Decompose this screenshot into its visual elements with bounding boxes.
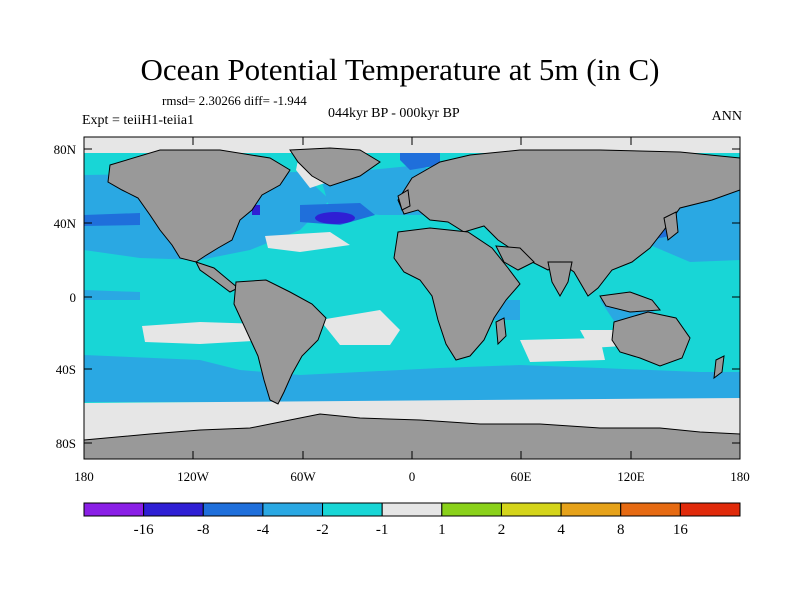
colorbar-label: 4	[557, 522, 565, 538]
period-text: 044kyr BP - 000kyr BP	[328, 106, 460, 121]
y-tick-label: 40S	[56, 362, 76, 377]
antarctica	[84, 413, 740, 459]
map-panel	[84, 137, 740, 459]
colorbar-label: -4	[257, 522, 270, 538]
africa	[393, 227, 521, 361]
y-tick-label: 80S	[56, 436, 76, 451]
x-tick-labels: 180 120W 60W 0 60E 120E 180	[74, 469, 750, 484]
y-tick-label: 80N	[54, 142, 77, 157]
arabia	[495, 245, 535, 271]
y-tick-label: 40N	[54, 216, 77, 231]
colorbar-swatch	[143, 502, 204, 517]
colorbar-swatch	[560, 502, 622, 517]
colorbar-label: 2	[498, 522, 506, 538]
australia	[611, 311, 691, 367]
experiment-text: Expt = teiiH1-teiia1	[82, 113, 195, 128]
colorbar-labels: -16 -8 -4 -2 -1 1 2 4 8 16	[134, 522, 689, 538]
x-tick-label: 60W	[290, 469, 316, 484]
eurasia	[397, 149, 740, 297]
colorbar-swatch	[500, 502, 562, 517]
se-asia-islands	[599, 291, 661, 313]
y-tick-labels: 80N 40N 0 40S 80S	[54, 142, 77, 451]
north-america	[107, 149, 291, 263]
x-tick-label: 120W	[177, 469, 210, 484]
colorbar-label: -16	[134, 522, 154, 538]
stats-text: rmsd= 2.30266 diff= -1.944	[162, 93, 307, 108]
central-america	[195, 261, 239, 293]
colorbar-label: 1	[438, 522, 446, 538]
new-zealand	[713, 355, 725, 380]
figure-title: Ocean Potential Temperature at 5m (in C)	[140, 52, 660, 87]
british-isles	[397, 189, 411, 211]
japan	[663, 211, 679, 241]
greenland	[289, 147, 381, 187]
colorbar-swatch	[441, 502, 502, 517]
colorbar-swatch	[381, 502, 443, 517]
colorbar-swatch	[322, 502, 383, 517]
colorbar-label: 16	[673, 522, 689, 538]
y-axis	[84, 148, 740, 444]
x-tick-label: 180	[74, 469, 94, 484]
colorbar-label: -2	[316, 522, 329, 538]
colorbar-swatch	[202, 502, 264, 517]
x-axis	[83, 137, 741, 459]
colorbar-label: -1	[376, 522, 389, 538]
india	[547, 261, 573, 298]
colorbar-swatch	[262, 502, 324, 517]
x-tick-label: 0	[409, 469, 416, 484]
colorbar-swatch	[679, 502, 741, 517]
y-tick-label: 0	[70, 290, 77, 305]
x-tick-label: 120E	[617, 469, 645, 484]
x-tick-label: 180	[730, 469, 750, 484]
colorbar-swatch	[83, 502, 145, 517]
colorbar-label: -8	[197, 522, 210, 538]
colorbar-label: 8	[617, 522, 625, 538]
colorbar	[83, 502, 741, 517]
madagascar	[495, 317, 507, 346]
x-tick-label: 60E	[511, 469, 532, 484]
colorbar-swatch	[620, 502, 681, 517]
land-masses	[84, 147, 740, 459]
south-america	[233, 279, 327, 405]
season-text: ANN	[711, 109, 742, 124]
